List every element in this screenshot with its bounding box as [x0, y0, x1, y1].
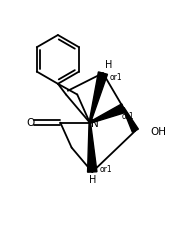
Text: N: N — [91, 118, 99, 128]
Polygon shape — [89, 72, 108, 123]
Polygon shape — [90, 104, 125, 123]
Text: or1: or1 — [99, 165, 112, 174]
Text: or1: or1 — [110, 73, 122, 82]
Text: H: H — [89, 175, 96, 185]
Text: or1: or1 — [122, 112, 134, 121]
Polygon shape — [88, 123, 97, 172]
Text: O: O — [26, 118, 34, 128]
Polygon shape — [123, 108, 138, 132]
Text: OH: OH — [151, 127, 167, 137]
Text: H: H — [105, 60, 112, 70]
